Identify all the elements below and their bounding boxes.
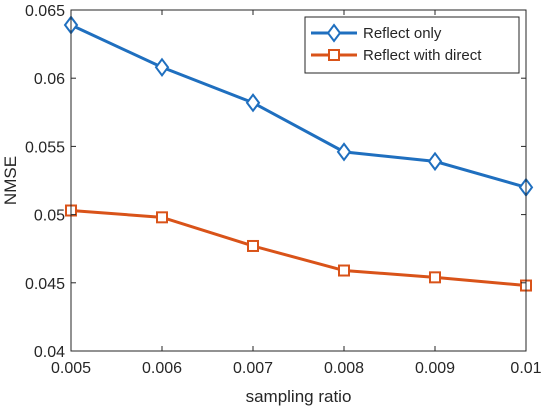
data-point <box>247 239 259 252</box>
y-tick-label: 0.055 <box>25 139 65 156</box>
data-point <box>338 264 350 277</box>
x-tick-label: 0.007 <box>233 360 273 377</box>
y-tick-label: 0.06 <box>34 71 65 88</box>
data-point <box>245 93 261 113</box>
x-axis-label: sampling ratio <box>246 387 352 406</box>
x-tick-label: 0.005 <box>51 360 91 377</box>
series-line <box>70 209 527 288</box>
series-layer <box>63 15 534 292</box>
series-2 <box>65 204 532 292</box>
legend-box <box>304 16 520 74</box>
x-tick-label: 0.009 <box>415 360 455 377</box>
data-point <box>427 151 443 172</box>
legend-label: Reflect only <box>363 25 442 42</box>
plot-frame <box>70 9 527 352</box>
legend-item: Reflect only <box>311 23 442 43</box>
legend: Reflect only Reflect with direct <box>304 16 520 74</box>
x-tick-label: 0.01 <box>510 360 541 377</box>
data-point <box>336 142 352 162</box>
legend-marker <box>328 49 340 61</box>
y-tick-label: 0.05 <box>34 208 65 225</box>
data-point <box>154 57 170 77</box>
x-tick-label: 0.008 <box>324 360 364 377</box>
y-tick-label: 0.04 <box>34 344 65 361</box>
data-point <box>156 211 168 224</box>
series-1 <box>63 15 534 197</box>
ticks-layer: 0.005 0.006 0.007 0.008 0.009 0.01 0.04 0.045 0.… <box>25 3 542 377</box>
series-line <box>70 23 527 189</box>
y-tick-label: 0.045 <box>25 276 65 293</box>
x-tick-label: 0.006 <box>142 360 182 377</box>
y-axis-label: NMSE <box>1 156 20 205</box>
legend-item: Reflect with direct <box>311 47 482 64</box>
legend-marker <box>326 23 342 43</box>
y-tick-label: 0.065 <box>25 3 65 20</box>
data-point <box>429 271 441 284</box>
legend-label: Reflect with direct <box>363 47 482 64</box>
